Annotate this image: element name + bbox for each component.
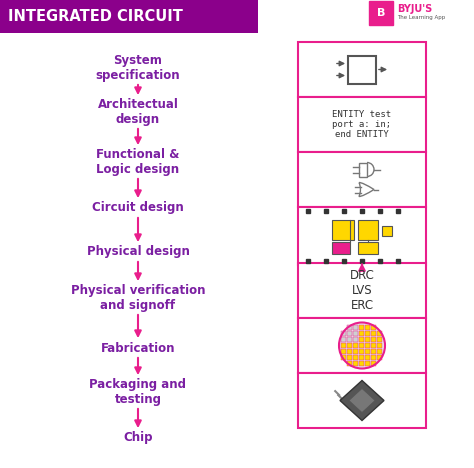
FancyBboxPatch shape	[365, 331, 371, 336]
FancyBboxPatch shape	[377, 355, 383, 360]
FancyBboxPatch shape	[298, 207, 426, 265]
FancyBboxPatch shape	[372, 343, 376, 348]
FancyBboxPatch shape	[377, 337, 383, 342]
FancyBboxPatch shape	[359, 343, 365, 348]
FancyBboxPatch shape	[382, 226, 392, 236]
Text: BYJU'S: BYJU'S	[397, 4, 432, 14]
FancyBboxPatch shape	[377, 343, 383, 348]
FancyBboxPatch shape	[347, 355, 353, 360]
Text: System
specification: System specification	[96, 54, 180, 82]
FancyBboxPatch shape	[359, 331, 365, 336]
FancyBboxPatch shape	[377, 331, 383, 336]
FancyBboxPatch shape	[365, 337, 371, 342]
PathPatch shape	[359, 183, 374, 197]
FancyBboxPatch shape	[372, 325, 376, 330]
FancyBboxPatch shape	[359, 355, 365, 360]
FancyBboxPatch shape	[341, 349, 346, 354]
FancyBboxPatch shape	[377, 349, 383, 354]
FancyBboxPatch shape	[332, 242, 350, 254]
FancyBboxPatch shape	[359, 349, 365, 354]
FancyBboxPatch shape	[354, 349, 358, 354]
Text: INTEGRATED CIRCUIT: INTEGRATED CIRCUIT	[8, 9, 183, 24]
Text: Packaging and
testing: Packaging and testing	[90, 378, 186, 406]
FancyBboxPatch shape	[354, 337, 358, 342]
FancyBboxPatch shape	[359, 337, 365, 342]
Polygon shape	[340, 380, 384, 421]
FancyBboxPatch shape	[372, 349, 376, 354]
FancyBboxPatch shape	[354, 343, 358, 348]
FancyBboxPatch shape	[0, 0, 258, 33]
FancyBboxPatch shape	[365, 343, 371, 348]
FancyBboxPatch shape	[354, 361, 358, 366]
FancyBboxPatch shape	[298, 42, 426, 97]
FancyBboxPatch shape	[365, 361, 371, 366]
FancyBboxPatch shape	[358, 220, 378, 240]
Text: Fabrication: Fabrication	[101, 342, 175, 354]
FancyBboxPatch shape	[354, 325, 358, 330]
FancyBboxPatch shape	[372, 331, 376, 336]
Text: Chip: Chip	[123, 431, 153, 445]
FancyBboxPatch shape	[372, 355, 376, 360]
Text: Physical design: Physical design	[87, 246, 190, 258]
Text: Circuit design: Circuit design	[92, 202, 184, 214]
Text: B: B	[377, 8, 385, 18]
Text: ENTITY test
port a: in;
end ENTITY: ENTITY test port a: in; end ENTITY	[332, 110, 392, 139]
FancyBboxPatch shape	[359, 361, 365, 366]
FancyBboxPatch shape	[341, 343, 346, 348]
FancyBboxPatch shape	[298, 152, 426, 207]
FancyBboxPatch shape	[341, 331, 346, 336]
FancyBboxPatch shape	[341, 337, 346, 342]
FancyBboxPatch shape	[365, 355, 371, 360]
FancyBboxPatch shape	[365, 349, 371, 354]
Polygon shape	[349, 388, 375, 412]
FancyBboxPatch shape	[341, 355, 346, 360]
FancyBboxPatch shape	[369, 1, 393, 25]
FancyBboxPatch shape	[359, 162, 367, 176]
FancyBboxPatch shape	[359, 325, 365, 330]
Circle shape	[339, 322, 385, 368]
FancyBboxPatch shape	[298, 373, 426, 428]
FancyBboxPatch shape	[347, 343, 353, 348]
FancyBboxPatch shape	[347, 325, 353, 330]
FancyBboxPatch shape	[332, 220, 354, 240]
Text: Physical verification
and signoff: Physical verification and signoff	[71, 284, 205, 312]
FancyBboxPatch shape	[354, 331, 358, 336]
FancyBboxPatch shape	[372, 361, 376, 366]
FancyBboxPatch shape	[347, 337, 353, 342]
Text: DRC
LVS
ERC: DRC LVS ERC	[349, 269, 374, 312]
FancyBboxPatch shape	[298, 263, 426, 318]
FancyBboxPatch shape	[298, 318, 426, 373]
FancyBboxPatch shape	[298, 97, 426, 152]
FancyBboxPatch shape	[354, 355, 358, 360]
FancyBboxPatch shape	[365, 325, 371, 330]
FancyBboxPatch shape	[347, 331, 353, 336]
FancyBboxPatch shape	[347, 361, 353, 366]
Text: The Learning App: The Learning App	[397, 15, 445, 21]
Text: Architectual
design: Architectual design	[98, 98, 178, 126]
FancyBboxPatch shape	[348, 56, 376, 83]
FancyBboxPatch shape	[372, 337, 376, 342]
FancyBboxPatch shape	[358, 242, 378, 254]
FancyBboxPatch shape	[347, 349, 353, 354]
Text: Functional &
Logic design: Functional & Logic design	[96, 148, 180, 176]
